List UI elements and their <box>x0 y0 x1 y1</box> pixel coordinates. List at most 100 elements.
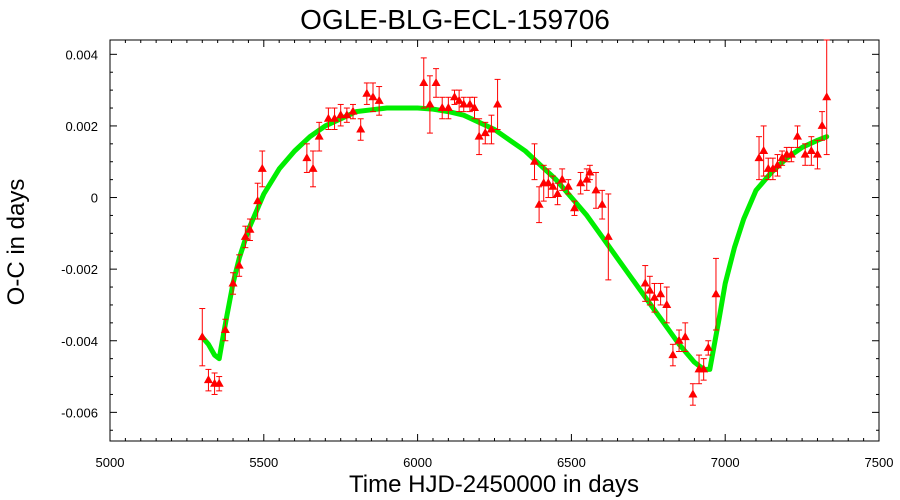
data-point <box>425 75 435 134</box>
triangle-marker <box>553 188 563 197</box>
triangle-marker <box>603 231 613 240</box>
data-point <box>197 308 207 367</box>
triangle-marker <box>759 145 769 154</box>
triangle-marker <box>786 149 796 158</box>
triangle-marker <box>822 92 832 101</box>
data-point <box>374 86 384 116</box>
model-curve-line <box>199 105 830 372</box>
data-point <box>330 107 340 131</box>
triangle-marker <box>768 163 778 172</box>
data-point <box>548 175 558 199</box>
data-point <box>348 103 358 120</box>
triangle-marker <box>356 124 366 133</box>
data-points <box>197 39 832 406</box>
triangle-marker <box>817 120 827 129</box>
triangle-marker <box>534 199 544 208</box>
axis-ticks <box>109 40 880 441</box>
data-point <box>674 329 684 352</box>
x-tick-label: 6500 <box>557 455 586 470</box>
triangle-marker <box>656 289 666 298</box>
triangle-marker <box>529 156 539 165</box>
data-point <box>806 136 816 166</box>
data-point <box>368 82 378 113</box>
data-point <box>437 96 447 120</box>
data-point <box>553 182 563 206</box>
data-point <box>314 121 324 152</box>
triangle-marker <box>772 160 782 169</box>
triangle-marker <box>342 110 352 119</box>
triangle-marker <box>649 292 659 301</box>
data-point <box>591 171 601 209</box>
data-point <box>662 286 672 324</box>
data-point <box>563 179 573 195</box>
triangle-marker <box>450 92 460 101</box>
data-point <box>649 282 659 313</box>
triangle-marker <box>699 364 709 373</box>
y-tick-label: -0.006 <box>61 405 98 420</box>
y-tick-label: 0.004 <box>65 47 98 62</box>
triangle-marker <box>474 131 484 140</box>
triangle-marker <box>591 185 601 194</box>
data-point <box>576 171 586 195</box>
data-point <box>640 265 650 302</box>
data-point <box>699 358 709 381</box>
data-point <box>812 139 822 170</box>
triangle-marker <box>470 103 480 112</box>
data-point <box>323 107 333 131</box>
data-point <box>234 254 244 277</box>
data-point <box>792 125 802 148</box>
triangle-marker <box>214 378 224 387</box>
data-point <box>470 96 480 120</box>
triangle-marker <box>314 131 324 140</box>
data-point <box>302 143 312 173</box>
data-point <box>342 107 352 123</box>
y-tick-label: 0.002 <box>65 119 98 134</box>
triangle-marker <box>806 145 816 154</box>
data-point <box>703 340 713 356</box>
triangle-marker <box>569 203 579 212</box>
triangle-marker <box>812 149 822 158</box>
data-point <box>245 218 255 241</box>
triangle-marker <box>680 332 690 341</box>
data-point <box>240 225 250 249</box>
data-point <box>772 154 782 177</box>
triangle-marker <box>493 99 503 108</box>
triangle-marker <box>662 299 672 308</box>
triangle-marker <box>368 92 378 101</box>
data-point <box>800 143 810 166</box>
data-point <box>656 282 666 306</box>
triangle-marker <box>330 113 340 122</box>
triangle-marker <box>234 260 244 269</box>
data-point <box>431 68 441 98</box>
data-point <box>688 383 698 406</box>
triangle-marker <box>640 278 650 287</box>
data-point <box>645 275 655 306</box>
y-axis-label: O-C in days <box>3 179 30 306</box>
triangle-marker <box>459 99 469 108</box>
triangle-marker <box>323 113 333 122</box>
data-point <box>680 322 690 352</box>
triangle-marker <box>374 95 384 104</box>
triangle-marker <box>336 110 346 119</box>
data-point <box>668 343 678 367</box>
data-point <box>214 376 224 392</box>
triangle-marker <box>486 124 496 133</box>
triangle-marker <box>348 106 358 115</box>
data-point <box>822 39 832 156</box>
triangle-marker <box>443 103 453 112</box>
triangle-marker <box>437 103 447 112</box>
triangle-marker <box>557 174 567 183</box>
triangle-marker <box>645 285 655 294</box>
triangle-marker <box>754 153 764 162</box>
triangle-marker <box>228 278 238 287</box>
data-point <box>450 89 460 105</box>
data-point <box>362 82 372 105</box>
data-point <box>459 96 469 113</box>
triangle-marker <box>585 167 595 176</box>
triangle-marker <box>582 174 592 183</box>
chart-title: OGLE-BLG-ECL-159706 <box>300 4 610 35</box>
y-tick-label: -0.004 <box>61 334 98 349</box>
data-point <box>557 168 567 191</box>
data-point <box>203 368 213 392</box>
triangle-marker <box>543 178 553 187</box>
